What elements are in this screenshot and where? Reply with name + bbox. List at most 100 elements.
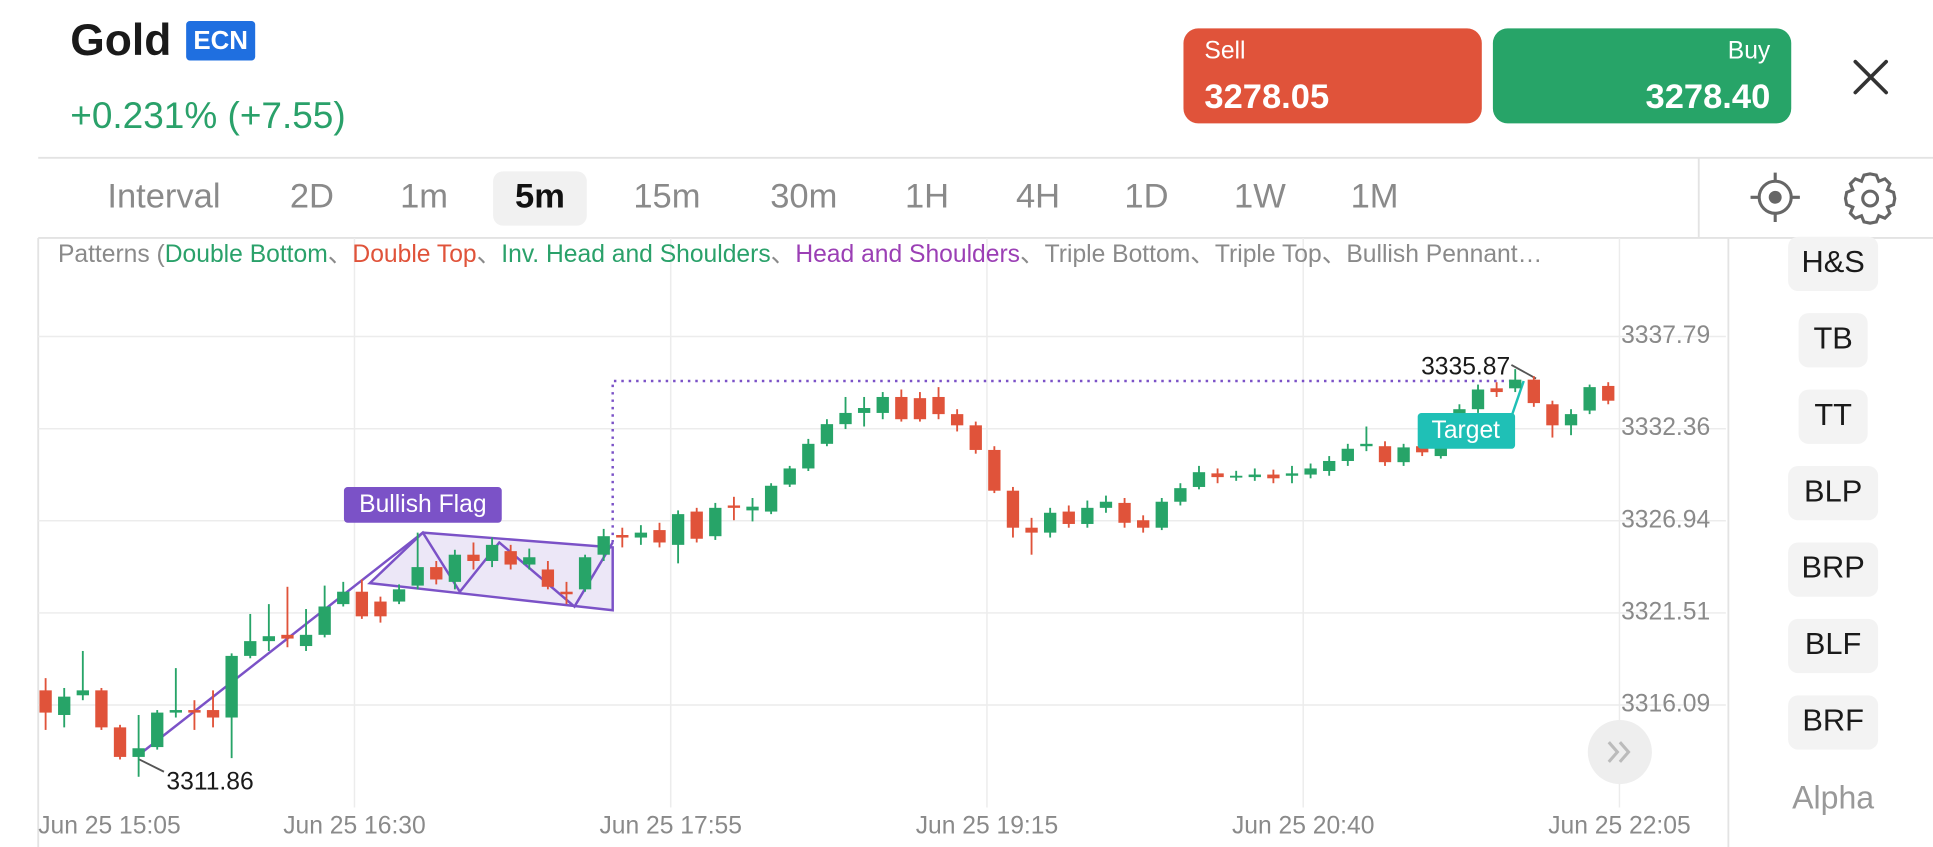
candle-body [839, 412, 852, 425]
candle-body [225, 655, 238, 718]
candle-body [1304, 468, 1317, 475]
candle-body [485, 544, 499, 561]
flag-channel [367, 531, 614, 612]
tab[interactable]: 1W [1234, 178, 1286, 216]
candle [1397, 443, 1410, 466]
candle [1471, 384, 1485, 413]
pattern-button[interactable]: TB [1798, 313, 1868, 368]
pattern-button[interactable]: H&S [1788, 236, 1879, 291]
candle [709, 502, 722, 540]
target-pointer [1510, 380, 1525, 418]
candle [225, 653, 238, 759]
candle [132, 714, 145, 777]
tab[interactable]: 5m [493, 171, 587, 226]
tab[interactable]: Interval [107, 178, 220, 216]
candle [895, 389, 908, 422]
candle [374, 596, 387, 623]
candle-body [355, 591, 369, 617]
candle-body [132, 748, 145, 757]
candle [281, 586, 294, 648]
tab[interactable]: 1H [905, 178, 949, 216]
x-tick-label: Jun 25 16:30 [283, 813, 426, 840]
candle [671, 510, 685, 564]
tab[interactable]: 15m [633, 178, 700, 216]
scroll-latest-button[interactable] [1587, 719, 1652, 785]
pattern-button-bg [1788, 466, 1879, 521]
sell-bg [1183, 28, 1482, 124]
pattern-drawing [138, 364, 1537, 773]
candle-body [1248, 474, 1261, 478]
candle-body [820, 424, 834, 444]
candle-body [151, 712, 164, 748]
candle [1025, 517, 1038, 555]
interval-tabs: Interval 2D 1m 5m 15m 30m 1H 4H 1D 1W 1M [107, 171, 1399, 226]
settings-icon [1861, 189, 1880, 208]
legend-separator: 、 [1322, 241, 1347, 268]
candle-body [1285, 473, 1299, 476]
candle-body [578, 557, 592, 590]
target-label: Target [1432, 417, 1501, 444]
candle-body [597, 536, 610, 555]
candle-body [969, 425, 982, 450]
candle [1118, 497, 1131, 528]
candle [783, 465, 796, 487]
buy-button[interactable]: Buy 3278.40 [1492, 28, 1792, 124]
candle-body [690, 511, 703, 539]
candle [1099, 495, 1113, 513]
candle-body [560, 591, 573, 595]
candle-body [1490, 388, 1503, 393]
pattern-button-bg [1798, 313, 1868, 368]
candle-body [1546, 404, 1559, 426]
candle [1490, 382, 1503, 397]
instrument-title: Gold [70, 16, 171, 65]
tab[interactable]: 1M [1351, 178, 1399, 216]
candle-body [1360, 443, 1373, 447]
tab[interactable]: 1D [1124, 178, 1168, 216]
legend-separator: 、 [328, 241, 353, 268]
tab[interactable]: 1m [400, 178, 448, 216]
candle [355, 579, 369, 619]
candle [262, 604, 276, 651]
candle [1564, 409, 1578, 436]
candle-body [1230, 475, 1243, 478]
candle [1285, 465, 1299, 484]
candle [634, 525, 648, 545]
pattern-button-bg [1788, 236, 1879, 291]
tab[interactable]: 30m [770, 178, 837, 216]
candle-body [1062, 511, 1075, 524]
candle-body [1564, 414, 1578, 426]
close-button[interactable] [1853, 59, 1889, 95]
candle [876, 392, 889, 420]
pattern-button[interactable]: BLP [1788, 466, 1879, 521]
candle [188, 700, 201, 730]
pattern-label: Bullish Flag [359, 491, 486, 518]
buy-label: Buy [1728, 37, 1771, 64]
legend-separator: 、 [1020, 241, 1045, 268]
pattern-button-label: H&S [1801, 244, 1864, 279]
candle [1583, 384, 1596, 415]
candle [1137, 515, 1150, 533]
tab-label: 15m [633, 178, 700, 216]
sell-price: 3278.05 [1204, 78, 1329, 116]
candle-body [1211, 473, 1224, 478]
locate-button[interactable] [1750, 172, 1800, 222]
pattern-button[interactable]: TT [1798, 389, 1868, 444]
locate-icon [1768, 190, 1782, 204]
settings-button[interactable] [1843, 172, 1897, 225]
pattern-button[interactable]: BRP [1788, 542, 1879, 597]
candle-body [1025, 527, 1038, 533]
pattern-button[interactable]: BRF [1788, 695, 1879, 750]
candle-body [1081, 507, 1094, 524]
candle [318, 585, 331, 638]
candle-body [1378, 446, 1392, 463]
tab[interactable]: 2D [290, 178, 334, 216]
candle [1602, 382, 1615, 405]
candle-body [1174, 488, 1187, 502]
sell-button[interactable]: Sell 3278.05 [1183, 28, 1482, 124]
pattern-button[interactable]: BLF [1788, 618, 1879, 674]
pattern-button-bg [1788, 695, 1879, 750]
x-tick-label: Jun 25 17:55 [599, 813, 742, 840]
candle [206, 690, 220, 728]
tab[interactable]: 4H [1016, 178, 1060, 216]
candle [1378, 441, 1392, 466]
